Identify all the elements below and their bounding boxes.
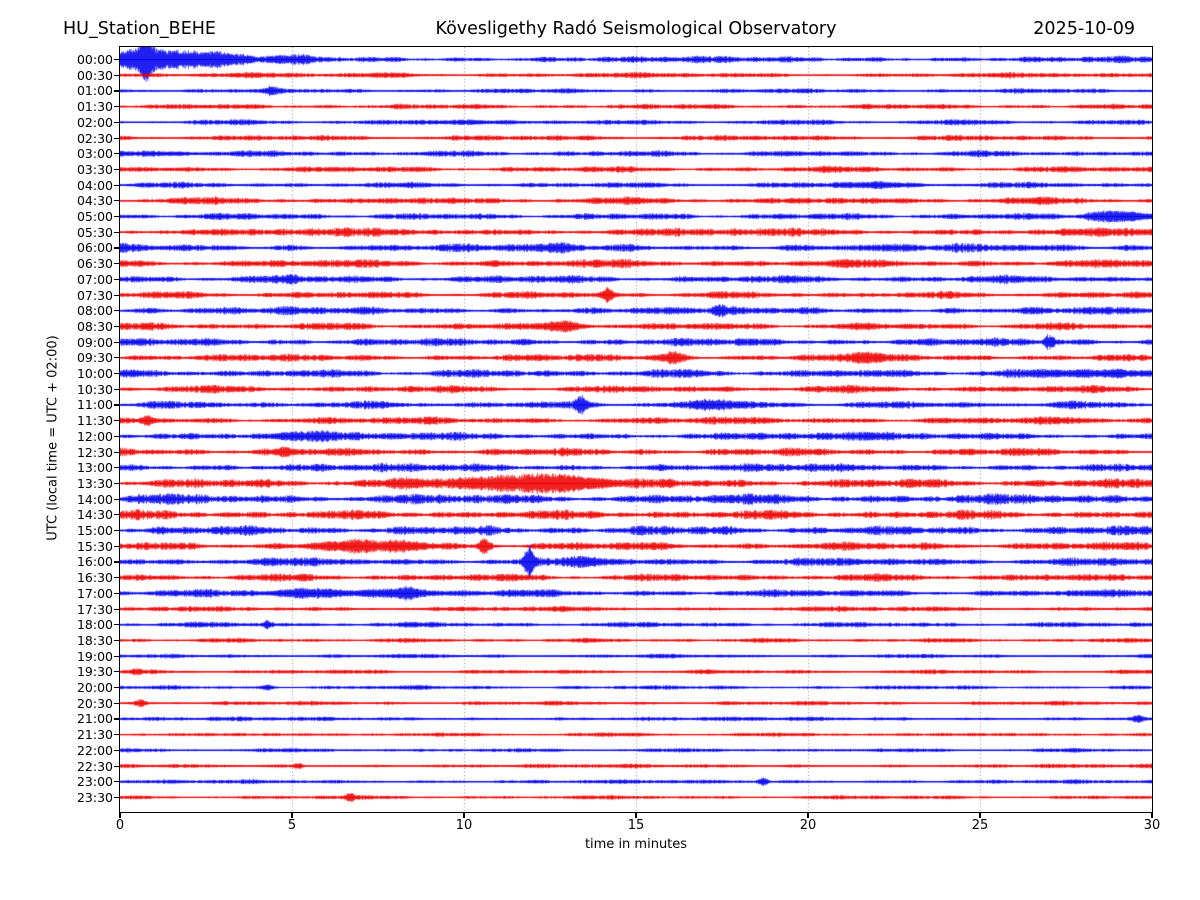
y-tick-label: 03:30 (76, 161, 113, 177)
y-tick-label: 16:30 (76, 570, 113, 586)
y-tick-label: 04:00 (76, 177, 113, 193)
x-tick-mark (635, 813, 637, 818)
y-tick-label: 01:00 (76, 83, 113, 99)
y-tick-label: 19:00 (76, 648, 113, 664)
y-tick-label: 22:00 (76, 742, 113, 758)
y-tick-label: 17:30 (76, 601, 113, 617)
y-tick-label: 17:00 (76, 585, 113, 601)
y-tick-label: 02:30 (76, 130, 113, 146)
x-tick-label: 30 (1143, 818, 1161, 833)
station-label: HU_Station_BEHE (63, 19, 216, 39)
y-tick-label: 23:30 (76, 789, 113, 805)
y-tick-label: 22:30 (76, 758, 113, 774)
y-tick-label: 21:00 (76, 711, 113, 727)
y-tick-label: 04:30 (76, 193, 113, 209)
y-tick-label: 20:30 (76, 695, 113, 711)
y-tick-label: 08:30 (76, 318, 113, 334)
x-tick-label: 10 (455, 818, 473, 833)
x-tick-mark (291, 813, 293, 818)
y-tick-label: 00:30 (76, 67, 113, 83)
y-tick-label: 08:00 (76, 303, 113, 319)
x-tick-label: 5 (287, 818, 297, 833)
seismogram-canvas (120, 47, 1152, 812)
y-tick-label: 18:30 (76, 632, 113, 648)
x-tick-mark (979, 813, 981, 818)
y-tick-label: 06:30 (76, 256, 113, 272)
y-tick-label: 06:00 (76, 240, 113, 256)
y-tick-label: 01:30 (76, 99, 113, 115)
x-tick-mark (1151, 813, 1153, 818)
y-tick-label: 20:00 (76, 680, 113, 695)
x-tick-mark (807, 813, 809, 818)
y-tick-label: 03:00 (76, 146, 113, 162)
page-title: Kövesligethy Radó Seismological Observat… (435, 19, 837, 39)
x-tick-label: 15 (627, 818, 645, 833)
y-tick-label: 07:00 (76, 271, 113, 287)
y-tick-label: 02:00 (76, 114, 113, 130)
x-tick-label: 0 (115, 818, 125, 833)
x-axis-title: time in minutes (584, 837, 688, 852)
plot-area (119, 46, 1153, 813)
x-tick-mark (463, 813, 465, 818)
y-tick-label: 23:00 (76, 774, 113, 790)
y-tick-label: 18:00 (76, 617, 113, 633)
x-tick-label: 20 (799, 818, 817, 833)
y-axis-title: UTC (local time = UTC + 02:00) (45, 335, 61, 541)
x-tick-mark (119, 813, 121, 818)
y-tick-label: 05:00 (76, 209, 113, 224)
y-tick-label: 21:30 (76, 727, 113, 743)
y-tick-label: 07:30 (76, 287, 113, 303)
date-label: 2025-10-09 (1033, 19, 1135, 39)
y-tick-label: 05:30 (76, 224, 113, 240)
y-tick-label: 00:00 (76, 52, 113, 67)
x-tick-label: 25 (971, 818, 989, 833)
y-tick-label: 15:30 (76, 538, 113, 554)
y-tick-label: 16:00 (76, 554, 113, 570)
y-tick-label: 19:30 (76, 664, 113, 680)
